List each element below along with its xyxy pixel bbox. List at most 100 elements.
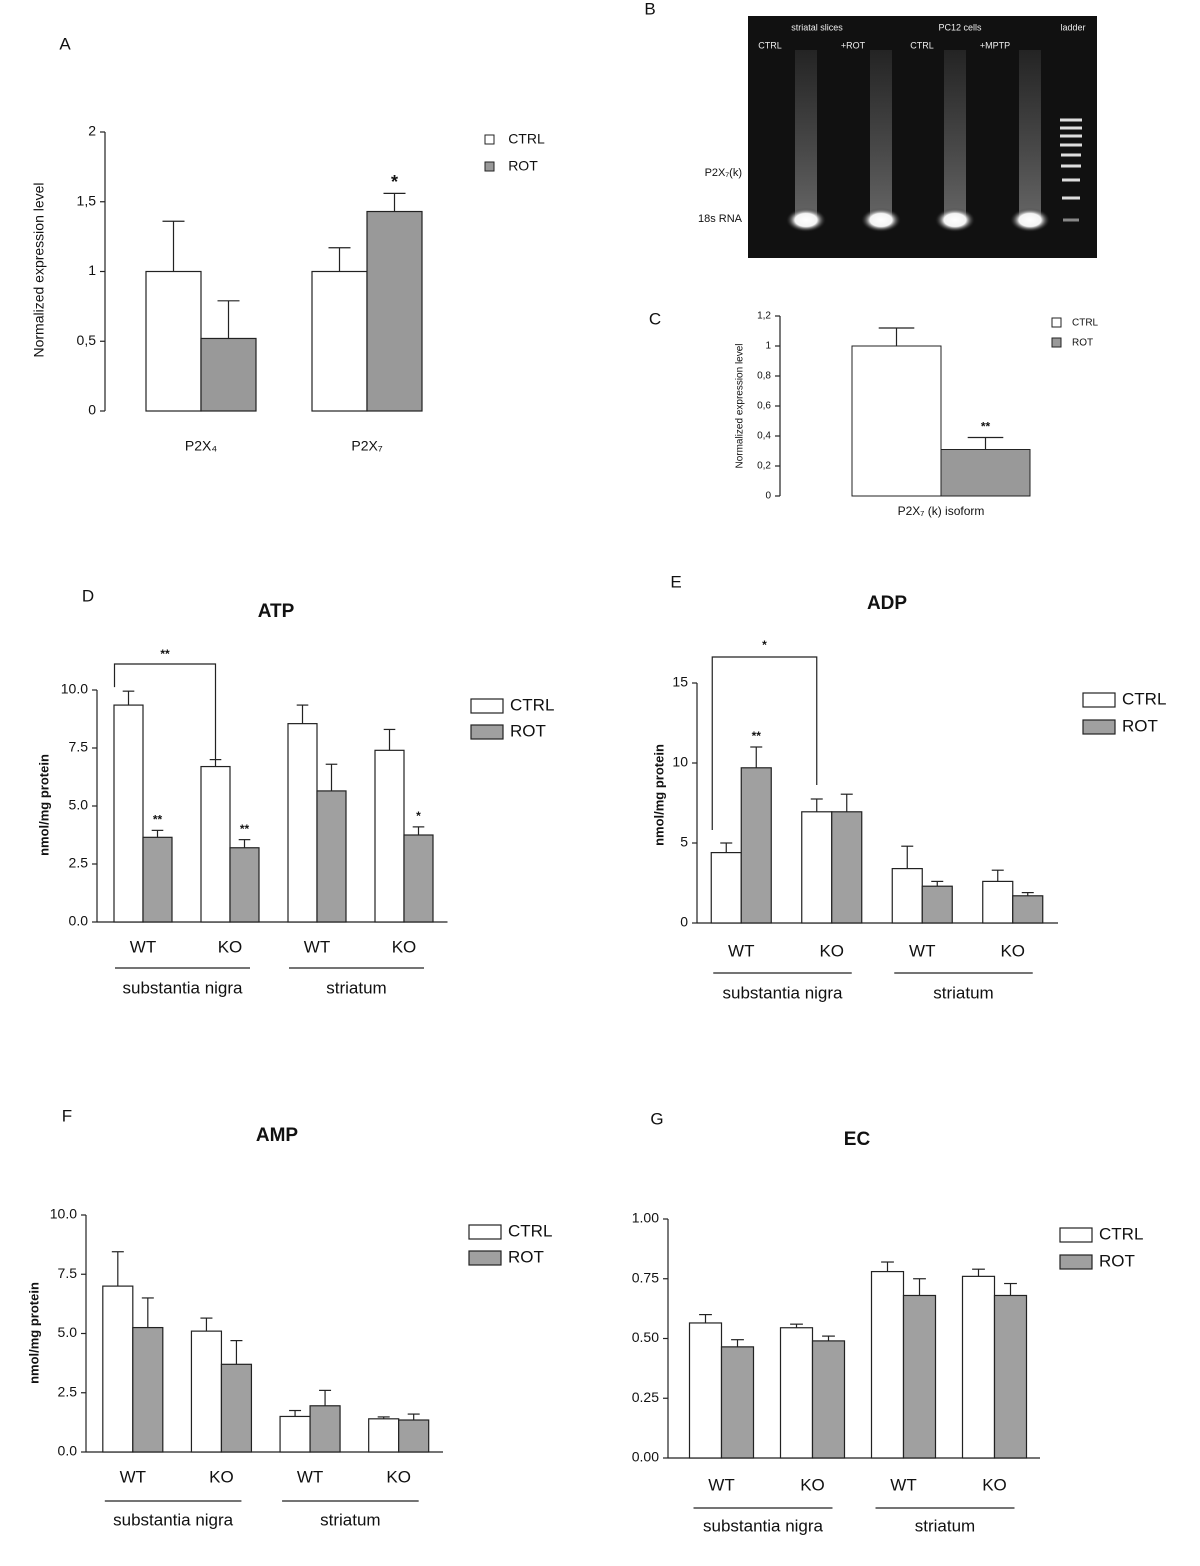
legend-label: ROT	[508, 158, 538, 174]
legend-label: CTRL	[508, 131, 545, 147]
significance-label: **	[153, 813, 163, 827]
legend-label: CTRL	[1099, 1224, 1143, 1243]
significance-label: **	[981, 420, 991, 434]
x-tick-label: KO	[392, 937, 417, 956]
x-tick-label: P2X₇ (k) isoform	[898, 504, 985, 518]
y-tick-label: 7.5	[69, 739, 89, 755]
legend-swatch	[470, 724, 504, 740]
y-tick-label: 10	[672, 754, 688, 770]
significance-bracket	[711, 656, 818, 830]
x-tick-label: KO	[386, 1467, 411, 1486]
group-label: substantia nigra	[113, 1510, 234, 1529]
legend-label: CTRL	[508, 1221, 552, 1240]
bar	[200, 337, 257, 412]
panel-letter: B	[644, 0, 655, 18]
y-tick-label: 5	[680, 834, 688, 850]
legend-swatch	[470, 698, 504, 714]
group-label: substantia nigra	[703, 1516, 824, 1535]
bar	[316, 790, 347, 923]
gel-header: ladder	[1060, 22, 1085, 32]
y-axis-label: nmol/mg protein	[26, 1282, 41, 1384]
legend-swatch	[484, 161, 495, 172]
gel-band	[935, 208, 975, 232]
bar	[220, 1363, 253, 1453]
y-tick-label: 10.0	[50, 1206, 77, 1222]
y-tick-label: 2.5	[58, 1383, 78, 1399]
bar	[961, 1275, 996, 1459]
x-tick-label: KO	[218, 937, 243, 956]
x-tick-label: KO	[1000, 941, 1025, 960]
legend-swatch	[468, 1250, 502, 1266]
x-tick-label: WT	[909, 941, 935, 960]
bar	[921, 885, 953, 924]
legend-label: ROT	[510, 721, 546, 740]
bar	[403, 834, 434, 923]
gel-lane-label: CTRL	[758, 40, 782, 50]
bar	[902, 1294, 937, 1459]
chart-title: EC	[844, 1129, 871, 1150]
x-tick-label: WT	[130, 937, 156, 956]
legend-label: ROT	[508, 1247, 544, 1266]
bar	[688, 1322, 723, 1459]
x-tick-label: P2X₄	[185, 438, 217, 454]
x-tick-label: KO	[819, 941, 844, 960]
bar	[870, 1270, 905, 1459]
bar	[710, 851, 742, 924]
bar	[811, 1340, 846, 1459]
group-label: striatum	[326, 978, 386, 997]
y-axis-label: Normalized expression level	[31, 182, 47, 357]
gel-smear	[944, 50, 966, 220]
x-tick-label: WT	[297, 1467, 323, 1486]
panel-letter: D	[82, 586, 94, 605]
y-tick-label: 1.00	[632, 1210, 659, 1226]
y-tick-label: 0.00	[632, 1449, 659, 1465]
gel-band	[1010, 208, 1050, 232]
chart-title: AMP	[256, 1125, 299, 1146]
gel-lane-label: CTRL	[910, 40, 934, 50]
legend-swatch	[1082, 692, 1116, 708]
y-tick-label: 0,6	[757, 401, 771, 412]
group-label: striatum	[915, 1516, 975, 1535]
bar	[740, 767, 772, 924]
y-tick-label: 0	[88, 402, 96, 418]
y-tick-label: 0.25	[632, 1389, 659, 1405]
bar	[891, 867, 923, 924]
gel-band	[861, 208, 901, 232]
significance-label: **	[160, 647, 170, 661]
legend-label: CTRL	[1072, 318, 1099, 329]
panel-letter: C	[649, 309, 661, 328]
bar	[113, 704, 144, 923]
bar	[366, 210, 423, 412]
x-tick-label: WT	[728, 941, 754, 960]
significance-label: **	[240, 822, 250, 836]
significance-label: *	[762, 638, 767, 652]
significance-label: *	[391, 172, 398, 192]
group-label: striatum	[933, 983, 993, 1002]
y-tick-label: 2.5	[69, 855, 89, 871]
panel-letter: G	[650, 1109, 663, 1128]
y-tick-label: 5.0	[58, 1324, 78, 1340]
bar	[851, 345, 942, 497]
legend-label: CTRL	[510, 695, 554, 714]
y-tick-label: 0.50	[632, 1329, 659, 1345]
bar	[200, 765, 231, 923]
legend-swatch	[1059, 1254, 1093, 1270]
legend-swatch	[1051, 317, 1062, 328]
bar	[311, 270, 368, 412]
y-tick-label: 0.75	[632, 1269, 659, 1285]
gel-header: PC12 cells	[938, 22, 982, 32]
y-tick-label: 0,2	[757, 461, 771, 472]
legend-label: ROT	[1099, 1251, 1135, 1270]
gel-band	[786, 208, 826, 232]
y-tick-label: 7.5	[58, 1265, 78, 1281]
y-axis-label: nmol/mg protein	[36, 754, 51, 856]
significance-bracket	[113, 663, 217, 760]
x-tick-label: KO	[209, 1467, 234, 1486]
legend-swatch	[484, 134, 495, 145]
y-tick-label: 0,8	[757, 371, 771, 382]
gel-band-label: P2X₇(k)	[705, 167, 742, 179]
x-tick-label: WT	[890, 1475, 916, 1494]
significance-label: **	[752, 729, 762, 743]
gel-smear	[1019, 50, 1041, 220]
y-tick-label: 5.0	[69, 797, 89, 813]
